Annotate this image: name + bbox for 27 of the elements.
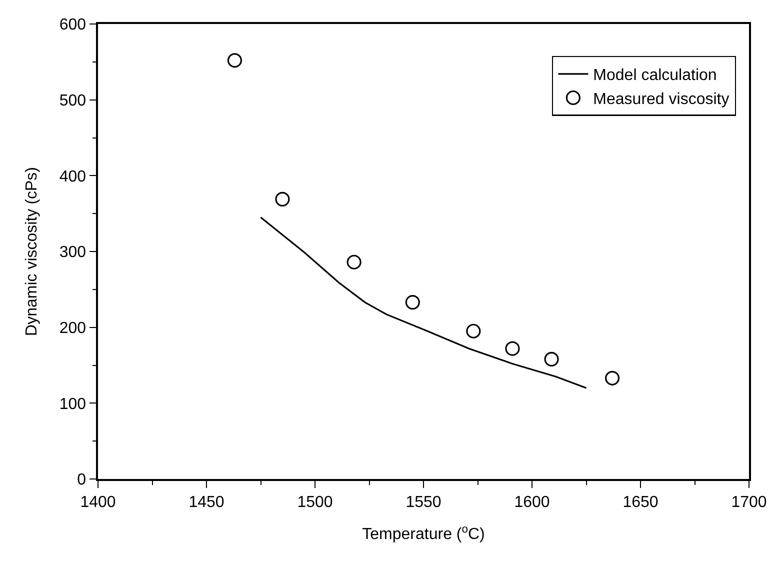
point [405, 295, 420, 310]
y-tick-label: 200 [59, 320, 86, 337]
y-tick-label: 100 [59, 396, 86, 413]
point [466, 324, 481, 338]
x-tick-label: 1550 [406, 494, 442, 511]
point [346, 254, 362, 270]
y-tick-label: 300 [59, 244, 86, 262]
x-tick-label: 1500 [297, 494, 333, 511]
y-tick-label: 600 [59, 16, 86, 34]
point [604, 370, 620, 386]
x-tick-label: 1650 [622, 494, 658, 511]
point [227, 53, 242, 68]
line-series [260, 216, 588, 389]
x-tick-label: 1400 [80, 494, 116, 511]
x-tick-label: 1600 [514, 494, 550, 511]
point [544, 352, 559, 366]
x-tick-label: 1700 [731, 494, 767, 511]
legend-label: Model calculation [593, 67, 717, 84]
legend-label: Measured viscosity [593, 90, 730, 108]
point [505, 341, 520, 356]
point [275, 192, 290, 206]
y-axis-title: Dynamic viscosity (cPs) [24, 167, 41, 336]
y-tick-label: 400 [59, 168, 86, 186]
x-axis-title: Temperature ($^{o}$C) [362, 523, 485, 544]
y-tick-label: 0 [77, 472, 86, 489]
y-tick-label: 500 [59, 92, 86, 110]
x-tick-label: 1450 [188, 494, 224, 511]
